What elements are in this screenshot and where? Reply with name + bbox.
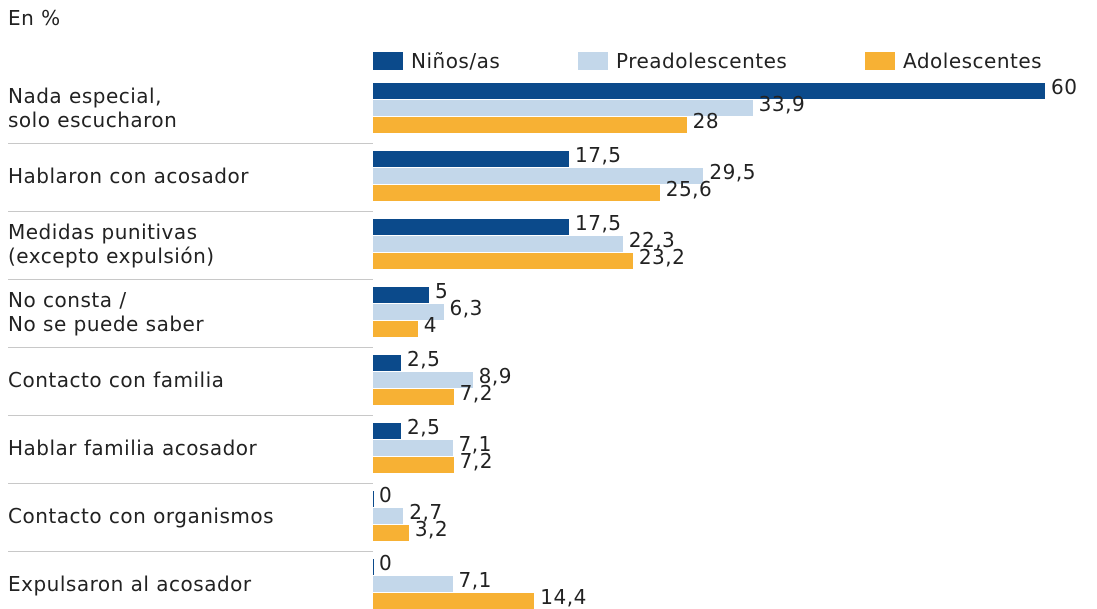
value-label: 2,5 (407, 347, 441, 371)
value-label: 8,9 (478, 364, 512, 388)
subtitle: En % (8, 6, 61, 30)
bar (373, 83, 1045, 99)
value-label: 17,5 (575, 143, 622, 167)
bar (373, 440, 453, 456)
category-label: Contacto con organismos (8, 504, 275, 528)
value-label: 2,7 (409, 500, 443, 524)
bar (373, 423, 401, 439)
bar (373, 100, 753, 116)
legend-swatch (865, 52, 895, 70)
category-label: Expulsaron al acosador (8, 572, 252, 596)
bar (373, 287, 429, 303)
separator (8, 347, 373, 348)
value-label: 7,2 (459, 449, 493, 473)
separator (8, 415, 373, 416)
bar (373, 559, 374, 575)
bar (373, 117, 687, 133)
value-label: 0 (379, 483, 393, 507)
value-label: 2,5 (407, 415, 441, 439)
category-label: No consta / No se puede saber (8, 288, 205, 336)
bar (373, 457, 454, 473)
bar (373, 185, 660, 201)
separator (8, 143, 373, 144)
value-label: 33,9 (758, 92, 806, 116)
category-label: Hablar familia acosador (8, 436, 258, 460)
bar (373, 372, 473, 388)
value-label: 6,3 (449, 296, 483, 320)
value-label: 29,5 (709, 160, 756, 184)
bar (373, 525, 409, 541)
value-label: 7,2 (459, 381, 493, 405)
value-label: 7,1 (458, 432, 492, 456)
value-label: 28 (692, 109, 720, 133)
value-label: 25,6 (665, 177, 713, 201)
value-label: 0 (379, 551, 393, 575)
value-label: 5 (435, 279, 449, 303)
bar (373, 355, 401, 371)
bar (373, 508, 404, 524)
category-label: Medidas punitivas (excepto expulsión) (8, 220, 215, 268)
bar (373, 219, 569, 235)
bar (373, 389, 454, 405)
bar (373, 236, 623, 252)
category-label: Hablaron con acosador (8, 164, 249, 188)
category-label: Contacto con familia (8, 368, 225, 392)
bar (373, 168, 704, 184)
category-label: Nada especial, solo escucharon (8, 84, 178, 132)
bar (373, 593, 535, 609)
bar (373, 321, 418, 337)
bar (373, 151, 569, 167)
value-label: 23,2 (638, 245, 686, 269)
legend-label: Preadolescentes (616, 49, 788, 73)
bar (373, 576, 453, 592)
value-label: 4 (423, 313, 438, 337)
separator (8, 551, 373, 552)
value-label: 22,3 (628, 228, 676, 252)
value-label: 7,1 (458, 568, 492, 592)
legend-label: Niños/as (411, 49, 501, 73)
bar (373, 304, 444, 320)
legend-swatch (373, 52, 403, 70)
separator (8, 211, 373, 212)
legend-label: Adolescentes (903, 49, 1043, 73)
value-label: 14,4 (540, 585, 587, 609)
value-label: 60 (1051, 75, 1078, 99)
bar (373, 253, 633, 269)
bar (373, 491, 374, 507)
value-label: 17,5 (575, 211, 622, 235)
separator (8, 279, 373, 280)
legend-swatch (578, 52, 608, 70)
separator (8, 483, 373, 484)
value-label: 3,2 (414, 517, 449, 541)
